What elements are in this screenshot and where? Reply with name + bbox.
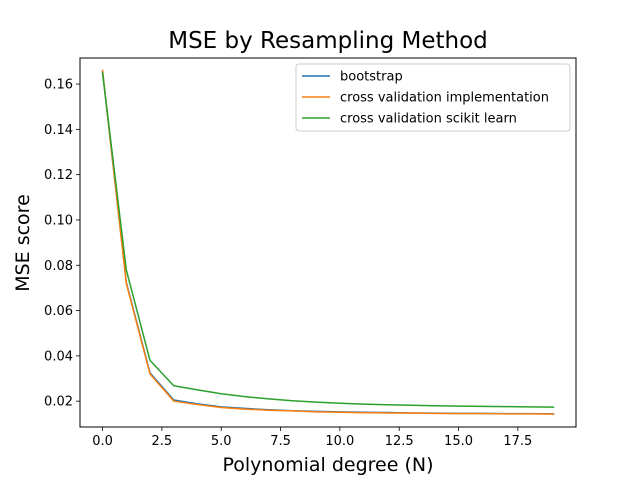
x-tick-label: 5.0 <box>211 434 232 449</box>
series-line-2 <box>101 71 555 408</box>
y-tick-label: 0.04 <box>44 349 73 364</box>
y-tick-label: 0.06 <box>44 304 73 319</box>
x-tick-label: 10.0 <box>325 434 354 449</box>
x-axis-title: Polynomial degree (N) <box>222 454 433 476</box>
y-tick-label: 0.08 <box>44 259 73 274</box>
y-tick-label: 0.14 <box>44 123 73 138</box>
x-axis: 0.0 2.5 5.0 7.5 10.0 12.5 15.0 17.5 <box>92 427 532 449</box>
y-tick-label: 0.02 <box>44 395 73 410</box>
plot-area <box>101 69 555 415</box>
y-tick-label: 0.10 <box>44 213 73 228</box>
x-tick-label: 17.5 <box>503 434 532 449</box>
y-axis: 0.02 0.04 0.06 0.08 0.10 0.12 0.14 0.16 <box>44 78 80 410</box>
x-tick-label: 0.0 <box>92 434 113 449</box>
plot-frame <box>79 57 577 428</box>
legend-box <box>295 63 571 132</box>
y-tick-label: 0.16 <box>44 78 73 93</box>
chart-title: MSE by Resampling Method <box>168 28 488 54</box>
legend-label-1: cross validation implementation <box>340 91 549 106</box>
y-axis-title: MSE score <box>12 194 34 292</box>
series-line-1 <box>101 69 555 415</box>
x-tick-label: 7.5 <box>270 434 291 449</box>
legend-label-0: bootstrap <box>340 70 403 85</box>
x-tick-label: 12.5 <box>385 434 414 449</box>
legend-label-2: cross validation scikit learn <box>340 112 517 127</box>
x-tick-label: 2.5 <box>152 434 173 449</box>
y-tick-label: 0.12 <box>44 168 73 183</box>
x-tick-label: 15.0 <box>444 434 473 449</box>
legend: bootstrap cross validation implementation… <box>295 63 571 132</box>
